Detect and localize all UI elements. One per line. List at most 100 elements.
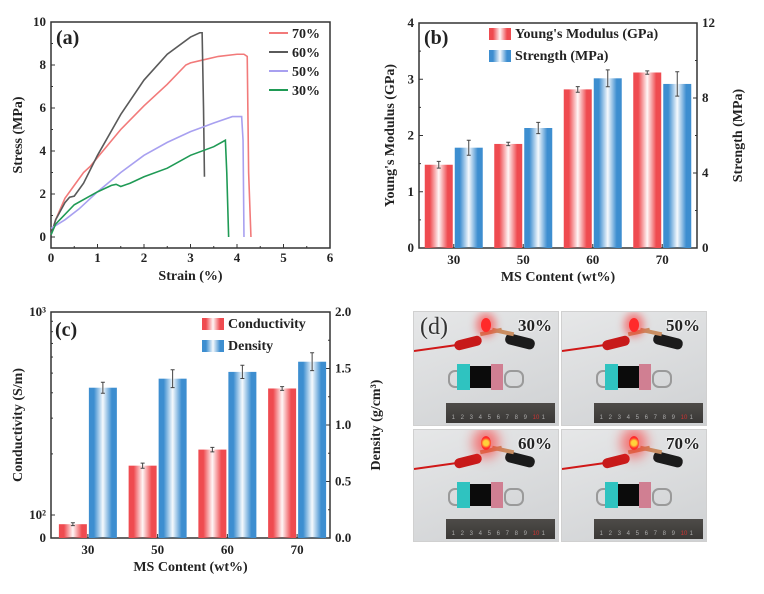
ruler-mark: 9 [671, 415, 676, 421]
sample-with-binder-clips [595, 482, 673, 508]
ruler-mark: 1 [689, 531, 694, 537]
y-right-tick-label: 0.5 [335, 474, 352, 489]
error-bar [645, 70, 650, 75]
pink-binder-clip [638, 364, 652, 390]
bar-modulus [424, 164, 453, 248]
composite-sample [617, 366, 639, 388]
ruler-mark: 7 [653, 531, 658, 537]
led-icon [481, 318, 491, 332]
ruler-mark: 1 [451, 415, 456, 421]
y-right-tick-label: 1.5 [335, 361, 352, 376]
bar-density [158, 378, 187, 538]
ruler-mark: 9 [671, 531, 676, 537]
clip-jaw [639, 327, 662, 337]
ruler-mark: 10 [532, 415, 540, 421]
y-tick-label: 6 [40, 100, 47, 115]
clip-handle [504, 370, 525, 388]
y-tick-label: 10 [33, 14, 46, 29]
legend-label: 30% [292, 84, 320, 99]
ruler-mark: 7 [653, 415, 658, 421]
error-bar [240, 364, 245, 380]
clip-handle [504, 488, 525, 506]
error-bar [210, 446, 215, 453]
legend-swatch [202, 340, 224, 352]
y-tick-label: 10³ [29, 304, 46, 319]
x-tick-label: 30 [81, 542, 94, 557]
y-axis-label: Stress (MPa) [11, 96, 26, 173]
legend-label: Conductivity [228, 317, 306, 332]
legend-label: Density [228, 339, 273, 354]
legend-label: 50% [292, 65, 320, 80]
bar-density [298, 361, 327, 538]
ruler-mark: 4 [478, 415, 483, 421]
legend-swatch [202, 318, 224, 330]
ruler-mark: 8 [514, 531, 519, 537]
ruler-mark: 8 [662, 415, 667, 421]
error-bar [575, 86, 580, 93]
panel-a: 0 1 2 3 4 5 6 0 2 4 6 8 10 Strain (%) Stress (MPa) (a) 7… [11, 14, 334, 284]
legend-swatch [489, 50, 511, 62]
red-clip [601, 334, 632, 352]
y-tick-label: 4 [408, 15, 415, 30]
bar-strength [454, 147, 483, 248]
ruler-mark: 10 [532, 531, 540, 537]
x-axis-label: MS Content (wt%) [501, 270, 616, 285]
x-tick-label: 2 [141, 250, 148, 265]
ruler-mark: 10 [680, 415, 688, 421]
ruler-mark: 6 [496, 415, 501, 421]
ruler: 1 2 3 4 5 6 7 8 9 10 1 [445, 519, 556, 539]
panel-label: (c) [55, 319, 77, 341]
error-bar [506, 141, 511, 147]
bar-modulus [633, 72, 662, 248]
led-icon [629, 436, 639, 450]
ruler-mark: 4 [626, 531, 631, 537]
bar-modulus [494, 143, 523, 248]
error-bar [675, 71, 680, 97]
y-tick-label: 2 [408, 128, 415, 143]
sample-with-binder-clips [595, 364, 673, 390]
composite-sample [617, 484, 639, 506]
bar-density [228, 371, 257, 538]
y-tick-label: 8 [40, 57, 47, 72]
ruler-mark: 3 [617, 415, 622, 421]
x-tick-label: 70 [291, 542, 304, 557]
y-right-axis-label: Strength (MPa) [731, 88, 746, 182]
x-tick-label: 30 [447, 252, 460, 267]
y-right-tick-label: 8 [702, 90, 709, 105]
ruler-mark: 2 [608, 415, 613, 421]
ruler-mark: 7 [505, 531, 510, 537]
y-right-tick-label: 0.0 [335, 530, 351, 545]
y-right-tick-label: 1.0 [335, 417, 351, 432]
ruler-mark: 9 [523, 415, 528, 421]
ruler-mark: 1 [541, 531, 546, 537]
bar-strength [593, 78, 622, 248]
x-tick-label: 1 [94, 250, 101, 265]
ruler: 1 2 3 4 5 6 7 8 9 10 1 [593, 519, 704, 539]
bar-density [88, 387, 117, 538]
y-tick-label: 1 [408, 184, 415, 199]
error-bar [70, 522, 75, 527]
panel-c: 0 10² 10³ 0.0 0.5 1.0 1.5 2.0 30 50 60 70 MS Content… [11, 304, 384, 575]
ruler-mark: 5 [487, 415, 492, 421]
bar-modulus [563, 89, 592, 248]
error-bar [605, 69, 610, 88]
y-tick-label: 0 [408, 240, 415, 255]
x-tick-label: 60 [586, 252, 599, 267]
cyan-binder-clip [605, 364, 618, 390]
series-line-50pct [50, 115, 245, 238]
sample-with-binder-clips [447, 482, 525, 508]
ruler-mark: 2 [608, 531, 613, 537]
red-clip [453, 334, 484, 352]
error-bar [170, 369, 175, 389]
panel-label: (a) [56, 27, 79, 49]
ruler-mark: 4 [478, 531, 483, 537]
plot-frame [50, 21, 331, 249]
error-bar [140, 462, 145, 469]
x-tick-label: 50 [517, 252, 530, 267]
clip-handle [652, 370, 673, 388]
legend-swatch [489, 28, 511, 40]
error-bar [280, 386, 285, 391]
x-tick-label: 3 [187, 250, 194, 265]
x-tick-label: 4 [234, 250, 241, 265]
